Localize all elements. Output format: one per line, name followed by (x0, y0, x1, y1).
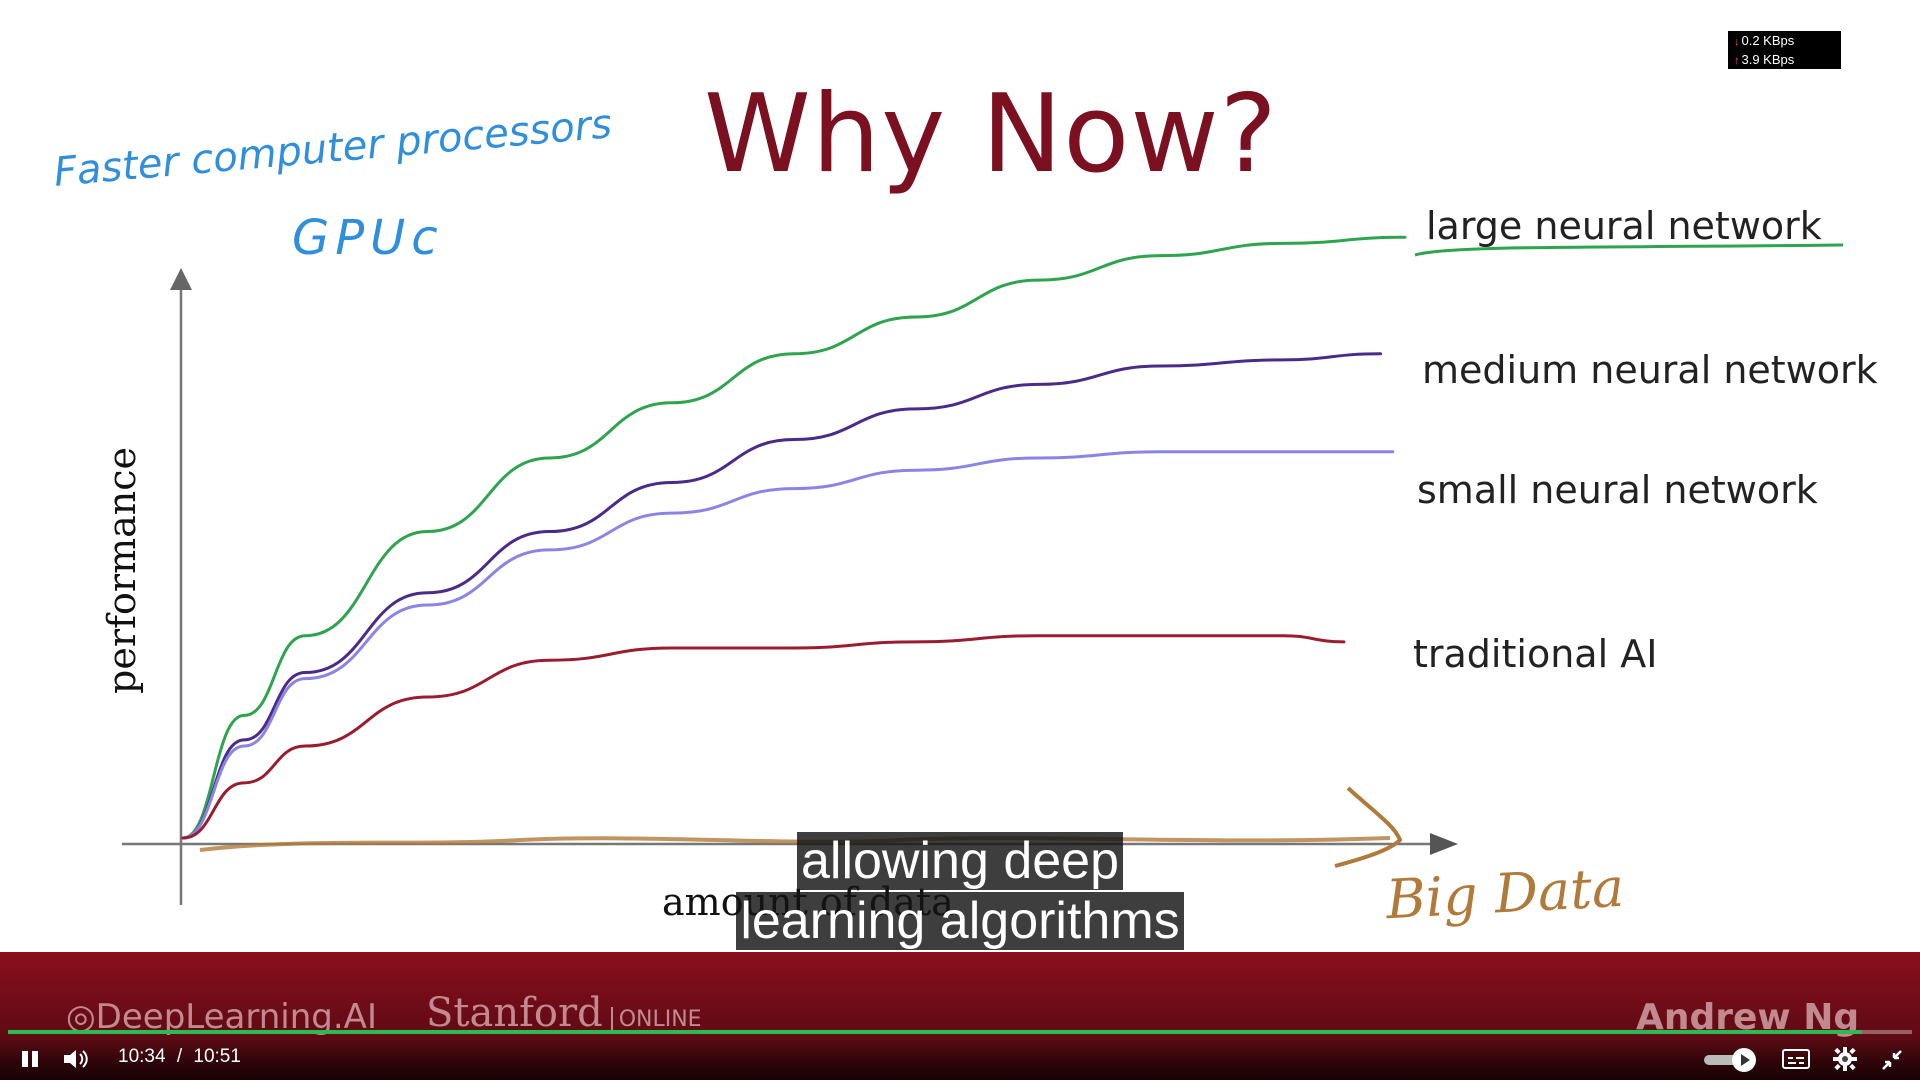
progress-bar-played (8, 1030, 1863, 1034)
duration: 10:51 (193, 1046, 241, 1067)
series-line-large-neural-network (181, 235, 1407, 840)
caption-line-2: learning algorithms (0, 891, 1920, 951)
label-traditional-ai: traditional AI (1413, 632, 1658, 676)
download-arrow-icon: ↓ (1734, 36, 1740, 48)
label-small-network: small neural network (1417, 468, 1818, 512)
pause-button[interactable] (20, 1049, 40, 1074)
slide-title: Why Now? (704, 72, 1278, 197)
performance-chart (122, 235, 1844, 905)
chart-annotations (199, 243, 1844, 868)
label-medium-network: medium neural network (1422, 348, 1878, 392)
label-large-network: large neural network (1426, 204, 1822, 248)
play-icon (1741, 1054, 1750, 1066)
volume-button[interactable] (62, 1047, 90, 1076)
chart-axes (122, 268, 1458, 905)
settings-button[interactable] (1832, 1046, 1858, 1077)
player-controls-bar (0, 1040, 1920, 1080)
series-line-traditional-ai (181, 634, 1346, 840)
course-banner (0, 952, 1920, 1080)
network-stats-overlay: ↓ 0.2 KBps ↑ 3.9 KBps (1728, 31, 1841, 69)
x-axis-arrow (1430, 833, 1458, 855)
captions-button[interactable] (1782, 1048, 1810, 1075)
upload-rate: ↑ 3.9 KBps (1734, 52, 1795, 67)
exit-fullscreen-icon (1882, 1050, 1902, 1070)
series-line-medium-neural-network (181, 352, 1383, 840)
autoplay-toggle[interactable] (1704, 1048, 1758, 1072)
big-data-arrow-line (199, 836, 1391, 852)
exit-fullscreen-button[interactable] (1880, 1048, 1904, 1077)
volume-icon (64, 1050, 88, 1068)
toggle-knob (1732, 1048, 1756, 1072)
large-network-underline (1414, 243, 1844, 257)
annotation-gpu: GPUc (292, 210, 444, 266)
y-axis-label: performance (100, 446, 144, 694)
series-line-small-neural-network (181, 450, 1395, 840)
toggle-track (1704, 1055, 1744, 1065)
pause-icon (22, 1051, 38, 1067)
big-data-arrow-head (1334, 786, 1403, 868)
y-axis-arrow (170, 268, 192, 290)
series-layer (181, 235, 1407, 840)
caption-line-1: allowing deep (0, 831, 1920, 891)
upload-arrow-icon: ↑ (1734, 55, 1740, 67)
captions-icon (1782, 1049, 1810, 1069)
download-rate: ↓ 0.2 KBps (1734, 33, 1795, 48)
settings-gear-icon (1833, 1047, 1857, 1071)
stanford-logo: Stanford ONLINE (426, 990, 702, 1036)
time-display: 10:34 / 10:51 (118, 1046, 241, 1067)
current-time: 10:34 (118, 1046, 166, 1067)
